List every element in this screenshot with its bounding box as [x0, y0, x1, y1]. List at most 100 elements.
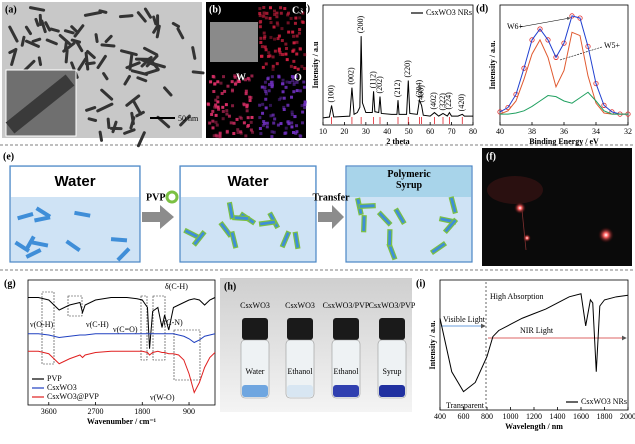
annotation: ν(C=O): [113, 325, 138, 334]
panel-h: CsxWO3WaterCsxWO3EthanolCsxWO3/PVPEthano…: [220, 278, 416, 412]
dot: [282, 106, 285, 109]
peak-label: (220): [403, 60, 412, 78]
x-tick-label: 2700: [88, 407, 104, 416]
dot: [258, 104, 261, 107]
dot: [277, 37, 280, 40]
x-tick-label: 10: [319, 127, 327, 136]
dot: [276, 62, 279, 65]
dot: [226, 85, 229, 88]
dot: [273, 117, 276, 120]
dot: [265, 106, 268, 109]
dot: [226, 131, 229, 134]
x-tick-label: 1800: [134, 407, 150, 416]
dot: [271, 83, 274, 86]
panel-label: (e): [3, 151, 14, 162]
rod: [89, 119, 95, 121]
dot: [264, 90, 267, 93]
rod: [193, 72, 203, 73]
dot: [211, 110, 214, 113]
legend-label: CsxWO3 NRs: [581, 397, 627, 406]
dot: [232, 132, 235, 135]
dot: [284, 53, 287, 56]
dot: [245, 90, 248, 93]
rod: [86, 53, 88, 69]
dot: [302, 81, 305, 84]
x-tick-label: 400: [434, 412, 446, 421]
dot: [273, 131, 276, 134]
dot: [259, 25, 262, 28]
dot: [217, 106, 220, 109]
peak-label: (400): [416, 85, 425, 103]
dot: [286, 104, 289, 107]
dot: [265, 12, 268, 15]
series-line: [28, 298, 215, 349]
y-axis-label: Intensity / a.u: [311, 41, 320, 88]
dot: [263, 32, 266, 35]
dot: [259, 37, 262, 40]
cap: [287, 318, 313, 340]
dot: [294, 22, 297, 25]
dot: [281, 39, 284, 42]
dot: [259, 41, 262, 44]
annotation: ν(O-H): [30, 320, 54, 329]
dot: [210, 113, 213, 116]
annotation: Transparent: [446, 401, 485, 410]
dot: [293, 41, 296, 44]
nanorod: [388, 230, 392, 246]
dot: [233, 122, 236, 125]
dot: [292, 60, 295, 63]
rod: [108, 119, 109, 127]
dot: [298, 134, 301, 137]
rod: [66, 51, 67, 62]
dot: [293, 83, 296, 86]
dot: [259, 127, 262, 130]
x-tick-label: 30: [362, 127, 370, 136]
dot: [261, 55, 264, 58]
dot: [216, 100, 219, 103]
dot: [270, 135, 273, 138]
y-axis-label: Intensity / a.u.: [488, 41, 497, 90]
dot: [285, 127, 288, 130]
rod: [120, 16, 132, 17]
dot: [267, 51, 270, 54]
dot: [273, 38, 276, 41]
rod: [154, 17, 156, 24]
x-tick-label: 32: [624, 127, 632, 136]
dot: [215, 114, 218, 117]
dot: [208, 122, 211, 125]
nanorod: [233, 216, 249, 221]
dot: [250, 128, 253, 131]
finger: [487, 176, 543, 204]
dot: [285, 47, 288, 50]
annotation: NIR Light: [520, 326, 554, 335]
dot: [291, 50, 294, 53]
dot: [262, 124, 265, 127]
panel-label: (c): [299, 3, 310, 14]
dot: [296, 35, 299, 38]
dot: [213, 83, 216, 86]
dot: [299, 47, 302, 50]
cap: [379, 318, 405, 340]
x-tick-label: 40: [383, 127, 391, 136]
dot: [231, 104, 234, 107]
pointer: [520, 18, 570, 27]
dot: [272, 122, 275, 125]
dot: [221, 106, 224, 109]
annotation: High Absorption: [490, 292, 544, 301]
dot: [209, 80, 212, 83]
series-line: [500, 92, 628, 114]
annotation: W6+: [507, 22, 524, 31]
peak-label: (202): [375, 76, 384, 94]
arrow-label: PVP: [146, 192, 165, 203]
dot: [294, 132, 297, 135]
dot: [299, 89, 302, 92]
dot: [250, 74, 253, 77]
dot: [207, 103, 210, 106]
cap: [333, 318, 359, 340]
dot: [301, 111, 304, 114]
region: [153, 296, 165, 360]
sample-label: CsxWO3/PVP: [323, 301, 370, 310]
liquid: [333, 385, 359, 397]
dot: [249, 99, 252, 102]
dot: [282, 90, 285, 93]
